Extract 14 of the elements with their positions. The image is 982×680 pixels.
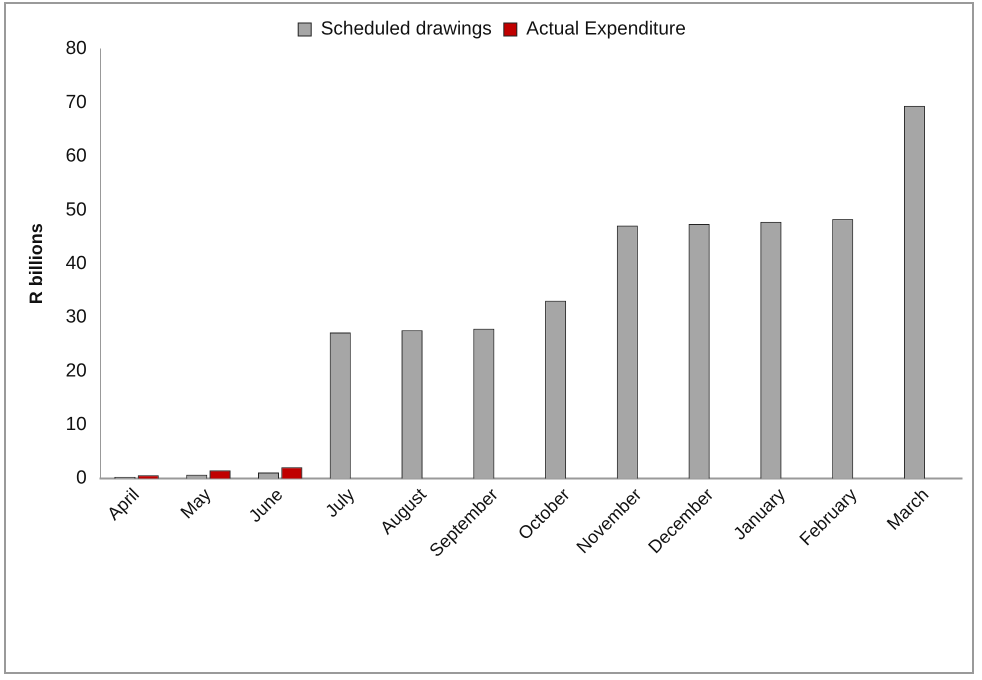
y-tick-label: 10 (66, 414, 87, 436)
y-tick-label: 0 (76, 468, 87, 489)
legend-label: Scheduled drawings (320, 18, 492, 40)
x-tick-label: May (176, 484, 215, 522)
y-tick-label: 40 (66, 252, 87, 274)
y-tick-label: 20 (66, 360, 87, 382)
y-tick-label: 70 (66, 92, 87, 113)
y-tick-label: 60 (66, 146, 87, 167)
y-tick-label: 50 (66, 199, 87, 220)
y-tick-label: 80 (66, 38, 87, 60)
legend-label: Actual Expenditure (526, 18, 686, 40)
x-tick-label: July (322, 484, 358, 522)
y-axis-title: R billions (26, 223, 46, 304)
y-tick-label: 30 (66, 306, 87, 328)
